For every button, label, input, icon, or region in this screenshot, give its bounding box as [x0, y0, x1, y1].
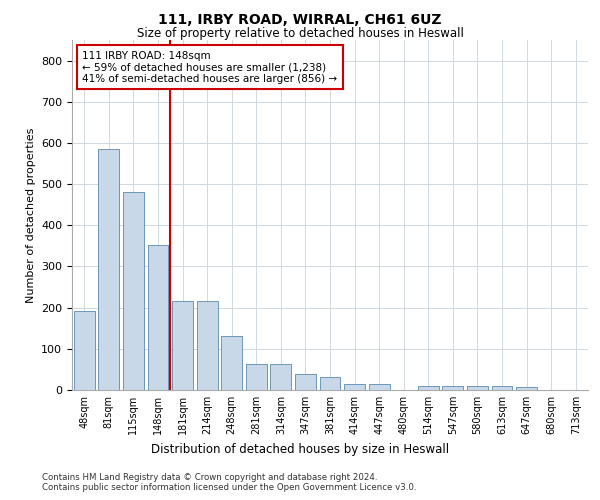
Bar — [467, 386, 488, 390]
Bar — [295, 374, 316, 390]
Bar — [172, 302, 193, 390]
Text: Contains public sector information licensed under the Open Government Licence v3: Contains public sector information licen… — [42, 484, 416, 492]
Text: Distribution of detached houses by size in Heswall: Distribution of detached houses by size … — [151, 442, 449, 456]
Bar — [148, 245, 169, 390]
Bar — [491, 386, 512, 390]
Bar — [197, 302, 218, 390]
Bar — [98, 149, 119, 390]
Text: Size of property relative to detached houses in Heswall: Size of property relative to detached ho… — [137, 28, 463, 40]
Bar — [246, 364, 267, 390]
Bar — [516, 387, 537, 390]
Text: 111, IRBY ROAD, WIRRAL, CH61 6UZ: 111, IRBY ROAD, WIRRAL, CH61 6UZ — [158, 12, 442, 26]
Bar — [320, 377, 340, 390]
Bar — [123, 192, 144, 390]
Text: Contains HM Land Registry data © Crown copyright and database right 2024.: Contains HM Land Registry data © Crown c… — [42, 472, 377, 482]
Bar — [271, 364, 292, 390]
Text: 111 IRBY ROAD: 148sqm
← 59% of detached houses are smaller (1,238)
41% of semi-d: 111 IRBY ROAD: 148sqm ← 59% of detached … — [82, 50, 337, 84]
Bar — [344, 384, 365, 390]
Y-axis label: Number of detached properties: Number of detached properties — [26, 128, 35, 302]
Bar — [221, 336, 242, 390]
Bar — [74, 310, 95, 390]
Bar — [368, 384, 389, 390]
Bar — [442, 386, 463, 390]
Bar — [418, 386, 439, 390]
